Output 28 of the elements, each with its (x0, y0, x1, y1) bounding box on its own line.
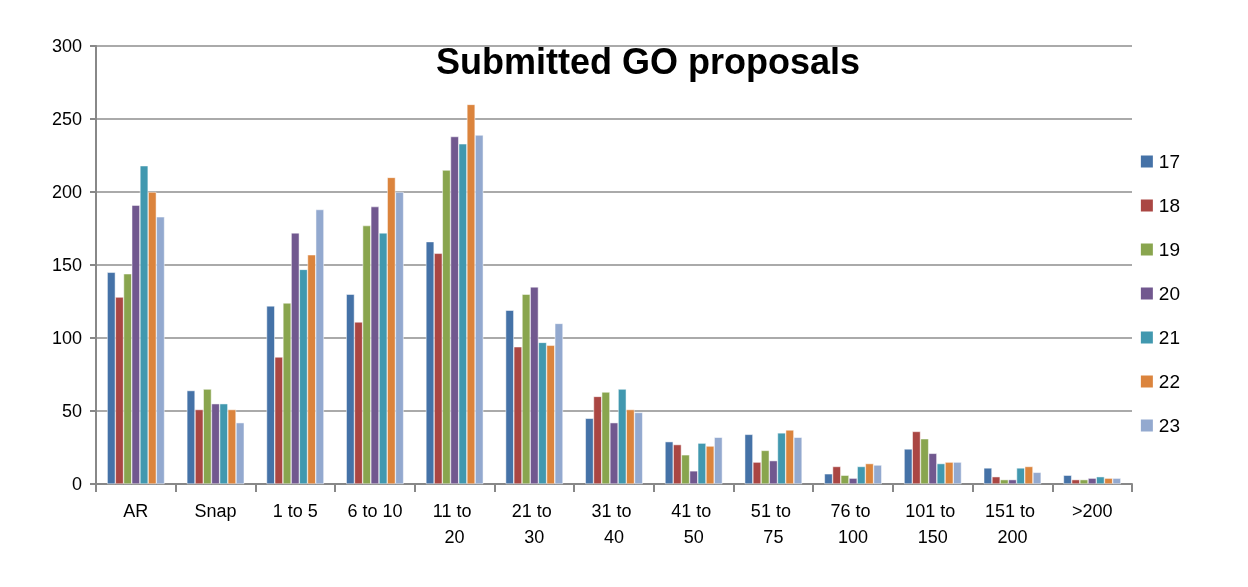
y-tick-label: 50 (61, 401, 82, 421)
x-tick-label: 76 to 100 (830, 501, 876, 547)
x-tick-label: Snap (194, 501, 237, 521)
x-tick-label: 101 to 150 (905, 501, 961, 547)
x-tick-label: 41 to 50 (671, 501, 717, 547)
x-tick-label: 31 to 40 (591, 501, 637, 547)
x-tick-label: 51 to 75 (750, 501, 796, 547)
y-tick-label: 300 (51, 36, 82, 56)
legend-label: 20 (1158, 283, 1181, 304)
x-tick-label: 6 to 10 (347, 501, 403, 521)
y-tick-label: 250 (51, 109, 82, 129)
legend-label: 19 (1158, 239, 1181, 260)
chart-title: Submitted GO proposals (435, 40, 861, 82)
x-tick-label: 21 to 30 (511, 501, 557, 547)
legend-label: 17 (1158, 151, 1181, 172)
y-tick-label: 100 (51, 328, 82, 348)
x-tick-label: 151 to 200 (984, 501, 1040, 547)
x-tick-label: AR (123, 501, 149, 521)
y-tick-label: 0 (71, 474, 82, 494)
legend-label: 18 (1158, 195, 1181, 216)
legend-label: 21 (1158, 327, 1181, 348)
legend-label: 22 (1158, 371, 1181, 392)
y-tick-label: 200 (51, 182, 82, 202)
x-tick-label: 1 to 5 (272, 501, 318, 521)
x-tick-label: 11 to 20 (432, 501, 477, 547)
y-tick-label: 150 (51, 255, 82, 275)
x-tick-label: >200 (1071, 501, 1113, 521)
legend-label: 23 (1158, 415, 1181, 436)
